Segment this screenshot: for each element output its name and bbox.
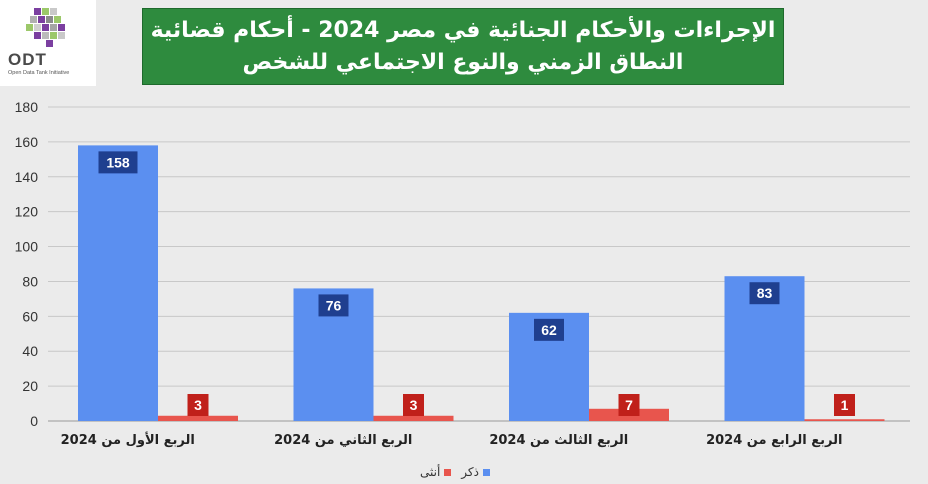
odt-cube-logo-icon (26, 8, 65, 47)
data-label: 62 (541, 322, 557, 338)
chart-title: الإجراءات والأحكام الجنائية في مصر 2024 … (142, 8, 784, 85)
bar-male (78, 145, 158, 421)
data-label-bg (618, 394, 640, 416)
legend-item-male: ذكر (461, 465, 490, 479)
data-label-bg (318, 294, 349, 317)
data-label-bg (834, 394, 855, 416)
y-tick-label: 140 (15, 169, 39, 185)
x-category-label: الربع الرابع من 2024 (706, 433, 842, 448)
y-axis-ticks: 0 20 40 60 80 100 120 140 160 180 (15, 99, 39, 429)
x-category-label: الربع الثالث من 2024 (489, 433, 628, 448)
y-tick-label: 120 (15, 204, 39, 220)
y-tick-label: 100 (15, 239, 39, 255)
bar-female (158, 415, 238, 421)
data-label: 76 (326, 297, 342, 313)
legend: ذكر أنثى (420, 464, 490, 480)
x-axis-categories: الربع الأول من 2024 الربع الثاني من 2024 ا… (61, 431, 843, 448)
data-label: 83 (757, 285, 773, 301)
data-label-bg (749, 282, 780, 305)
bars: 158 3 76 3 62 7 83 1 (78, 145, 885, 421)
legend-swatch-female (444, 468, 452, 476)
logo-subtitle: Open Data Tank Initiative (8, 70, 70, 76)
y-tick-label: 40 (22, 343, 38, 359)
odt-logo: ODT Open Data Tank Initiative (0, 0, 96, 86)
y-tick-label: 160 (15, 134, 39, 150)
x-category-label: الربع الأول من 2024 (61, 431, 195, 448)
data-label-bg (98, 151, 138, 174)
chart-title-line-2: النطاق الزمني والنوع الاجتماعي للشخص (242, 49, 684, 75)
data-label: 1 (841, 397, 849, 413)
data-label: 3 (194, 397, 202, 413)
y-tick-label: 60 (22, 308, 38, 324)
legend-label-male: ذكر (461, 465, 479, 479)
data-label-bg (403, 394, 424, 416)
legend-swatch-male (482, 468, 490, 476)
legend-item-female: أنثى (420, 465, 452, 479)
bar-female (373, 415, 454, 421)
chart-title-line-1: الإجراءات والأحكام الجنائية في مصر 2024 … (150, 17, 776, 43)
y-tick-label: 0 (30, 413, 38, 429)
logo-text: ODT (8, 50, 47, 69)
data-label-bg (534, 318, 564, 341)
y-tick-label: 20 (22, 378, 38, 394)
x-category-label: الربع الثاني من 2024 (274, 433, 412, 448)
y-tick-label: 80 (22, 273, 38, 289)
bar-female (804, 419, 885, 421)
data-label: 158 (106, 154, 130, 170)
data-label: 7 (625, 397, 633, 413)
data-label-bg (187, 394, 209, 416)
legend-label-female: أنثى (420, 465, 441, 479)
data-label: 3 (410, 397, 418, 413)
y-tick-label: 180 (15, 99, 39, 115)
